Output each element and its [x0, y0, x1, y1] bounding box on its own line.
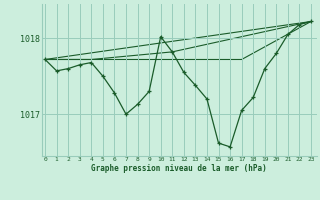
- X-axis label: Graphe pression niveau de la mer (hPa): Graphe pression niveau de la mer (hPa): [91, 164, 267, 173]
